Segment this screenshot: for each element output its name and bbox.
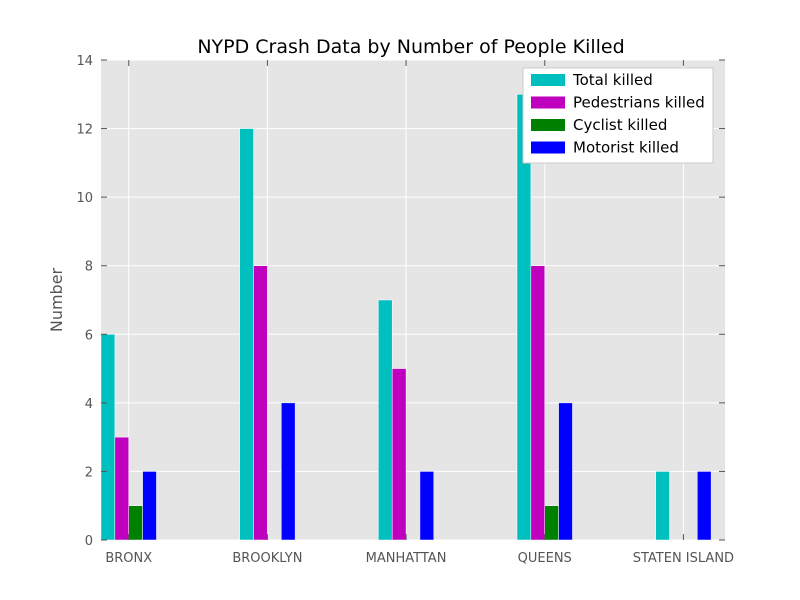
y-axis-label: Number	[47, 267, 66, 332]
y-tick-label: 10	[76, 191, 93, 206]
y-tick-label: 0	[85, 534, 93, 549]
bar-pedestrians-killed-bronx	[114, 436, 129, 541]
bar-cyclist-killed-queens	[544, 505, 559, 541]
bar-total-killed-bronx	[100, 334, 116, 541]
bar-motorist-killed-bronx	[142, 471, 157, 541]
bar-total-killed-brooklyn	[239, 128, 254, 541]
bars	[100, 94, 712, 541]
legend-label: Motorist killed	[573, 139, 679, 157]
y-tick-label: 6	[85, 328, 93, 343]
bar-total-killed-manhattan	[378, 299, 393, 541]
legend-label: Cyclist killed	[573, 116, 667, 134]
y-tick-label: 12	[76, 123, 93, 138]
x-tick-label: MANHATTAN	[366, 551, 447, 566]
legend-label: Total killed	[572, 71, 653, 89]
legend: Total killed Pedestrians killed Cyclist ki…	[522, 67, 714, 164]
bar-pedestrians-killed-brooklyn	[253, 265, 268, 541]
x-tick-label: BRONX	[105, 551, 152, 566]
legend-label: Pedestrians killed	[573, 94, 705, 112]
x-tick-label: STATEN ISLAND	[633, 551, 734, 566]
y-tick-label: 14	[76, 54, 93, 69]
legend-swatch	[531, 119, 565, 131]
y-tick-label: 8	[85, 260, 93, 275]
bar-total-killed-staten-island	[655, 471, 670, 541]
ticks: 0 2 4 6 8 10 12 14 BRONX BROOKLYN MANHATTAN QUEENS S…	[76, 54, 734, 566]
bar-motorist-killed-queens	[558, 402, 573, 541]
y-tick-label: 2	[85, 465, 93, 480]
legend-swatch	[531, 96, 565, 109]
x-tick-label: QUEENS	[518, 551, 572, 566]
bar-motorist-killed-staten-island	[697, 471, 712, 541]
bar-pedestrians-killed-manhattan	[391, 368, 407, 541]
bar-cyclist-killed-bronx	[128, 505, 143, 541]
chart-title: NYPD Crash Data by Number of People Kill…	[197, 36, 624, 58]
bar-motorist-killed-manhattan	[419, 471, 435, 541]
legend-swatch	[531, 74, 565, 86]
x-tick-label: BROOKLYN	[232, 551, 302, 566]
legend-swatch	[531, 141, 565, 154]
bar-motorist-killed-brooklyn	[281, 402, 296, 541]
bar-pedestrians-killed-queens	[530, 265, 545, 541]
y-tick-label: 4	[85, 397, 93, 412]
